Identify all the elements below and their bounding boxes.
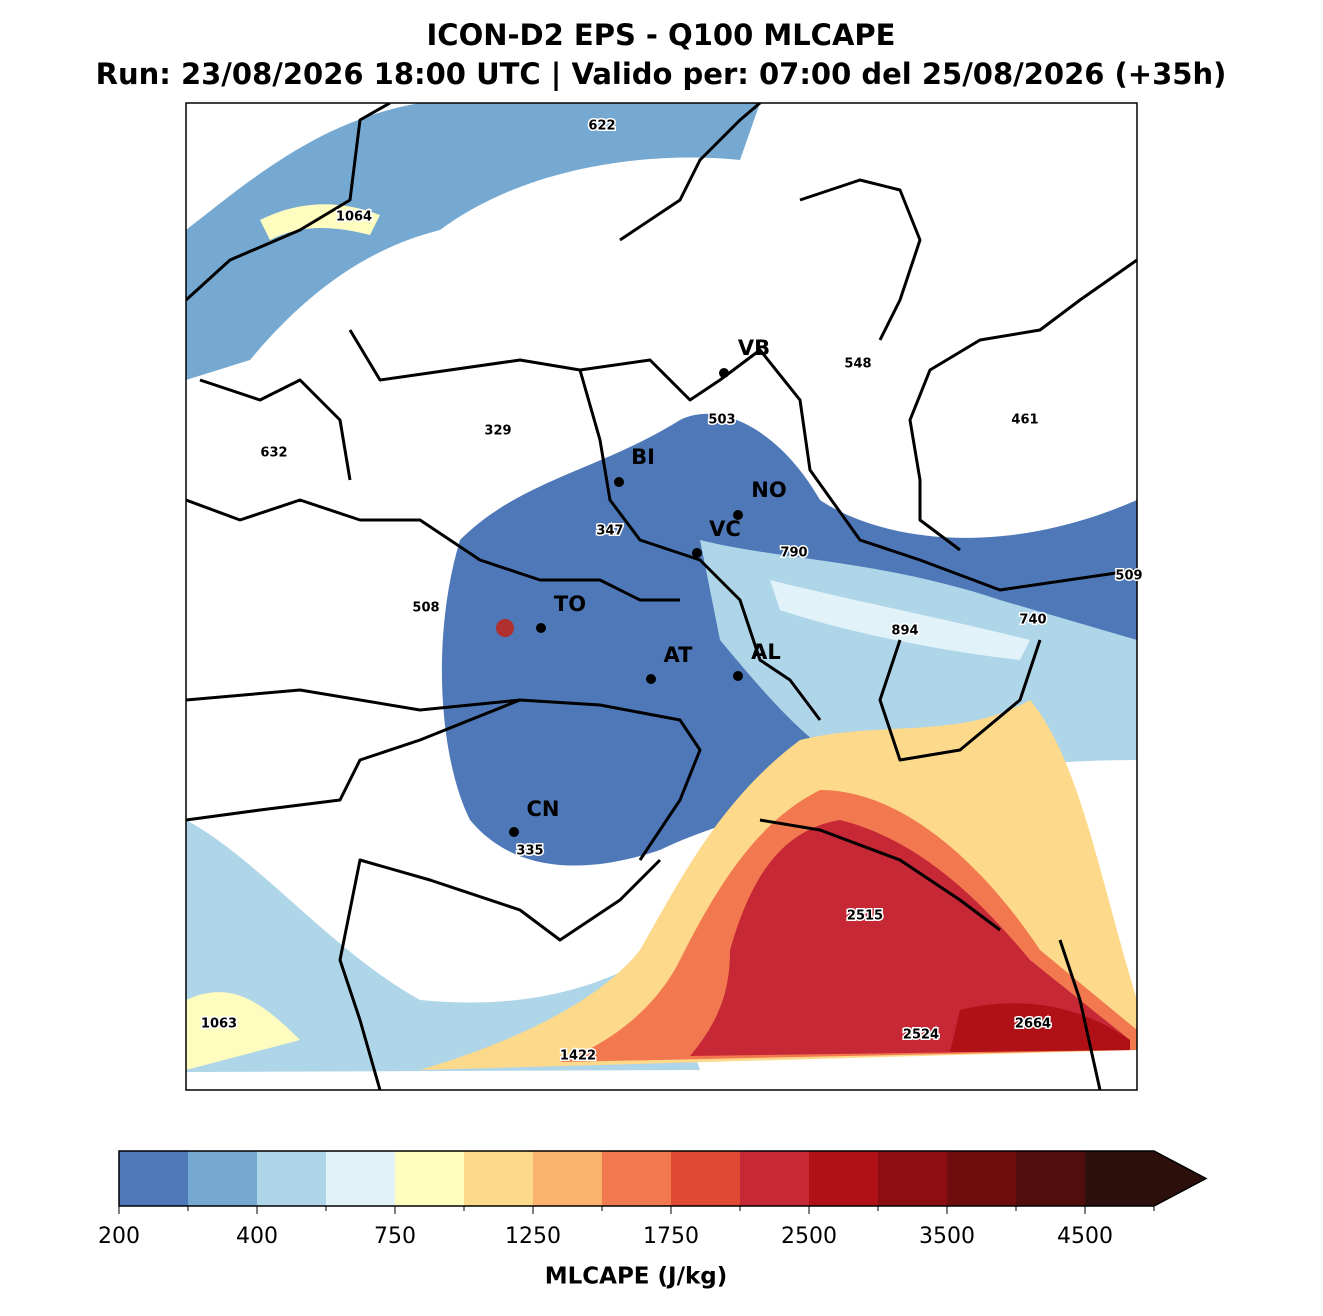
colorbar-tick-label: 200 (98, 1224, 140, 1249)
city-dot (733, 671, 743, 681)
colorbar-swatch (464, 1151, 534, 1206)
colorbar-tick-label: 400 (236, 1224, 278, 1249)
value-label: 740 (1019, 613, 1046, 628)
city-label: TO (554, 592, 586, 616)
title: ICON-D2 EPS - Q100 MLCAPE (427, 18, 896, 52)
value-label: 509 (1115, 569, 1142, 584)
value-label: 508 (412, 601, 439, 616)
value-label: 1422 (560, 1049, 596, 1064)
value-label: 2515 (847, 909, 883, 924)
value-label: 2524 (903, 1028, 939, 1043)
city-dot (733, 510, 743, 520)
city-dot (719, 368, 729, 378)
value-label: 622 (588, 119, 615, 134)
colorbar-swatch (395, 1151, 465, 1206)
city-dot (536, 623, 546, 633)
value-label: 461 (1011, 413, 1038, 428)
value-label: 1064 (336, 210, 372, 225)
city-label: BI (631, 445, 655, 469)
city-label: CN (527, 797, 560, 821)
colorbar-tick-label: 4500 (1057, 1224, 1113, 1249)
reference-point (496, 619, 514, 637)
colorbar-swatch (878, 1151, 948, 1206)
city-label: VB (738, 336, 770, 360)
colorbar-swatch (188, 1151, 258, 1206)
city-dot (692, 548, 702, 558)
value-label: 548 (844, 357, 871, 372)
subtitle: Run: 23/08/2026 18:00 UTC | Valido per: … (96, 57, 1227, 91)
colorbar-tick-label: 2500 (781, 1224, 837, 1249)
colorbar-swatch (671, 1151, 741, 1206)
city-dot (614, 477, 624, 487)
colorbar-swatch (533, 1151, 603, 1206)
colorbar-swatch (809, 1151, 879, 1206)
city-label: VC (709, 517, 741, 541)
colorbar-swatch (119, 1151, 189, 1206)
colorbar-swatch (602, 1151, 672, 1206)
colorbar-swatch (1085, 1151, 1155, 1206)
map (186, 103, 1137, 1090)
city-dot (509, 827, 519, 837)
colorbar-swatch (257, 1151, 327, 1206)
colorbar-swatch (740, 1151, 810, 1206)
colorbar-swatch (1016, 1151, 1086, 1206)
value-label: 632 (260, 446, 287, 461)
colorbar-tick-label: 3500 (919, 1224, 975, 1249)
value-label: 335 (516, 844, 543, 859)
colorbar-tick-label: 750 (374, 1224, 416, 1249)
city-dot (646, 674, 656, 684)
colorbar-swatch (326, 1151, 396, 1206)
city-label: AT (664, 643, 694, 667)
colorbar-tick-label: 1250 (505, 1224, 561, 1249)
colorbar-extend (1154, 1151, 1206, 1206)
colorbar-tick-label: 1750 (643, 1224, 699, 1249)
value-label: 329 (484, 424, 511, 439)
colorbar-outline (118, 1150, 1208, 1207)
map-frame (185, 102, 1138, 1091)
value-label: 790 (780, 546, 807, 561)
city-label: NO (751, 478, 786, 502)
value-label: 503 (708, 413, 735, 428)
value-label: 2664 (1015, 1017, 1051, 1032)
city-label: AL (751, 640, 781, 664)
value-label: 347 (596, 524, 623, 539)
value-label: 894 (891, 624, 918, 639)
value-label: 1063 (201, 1017, 237, 1032)
colorbar-label: MLCAPE (J/kg) (545, 1264, 728, 1290)
colorbar-swatch (947, 1151, 1017, 1206)
